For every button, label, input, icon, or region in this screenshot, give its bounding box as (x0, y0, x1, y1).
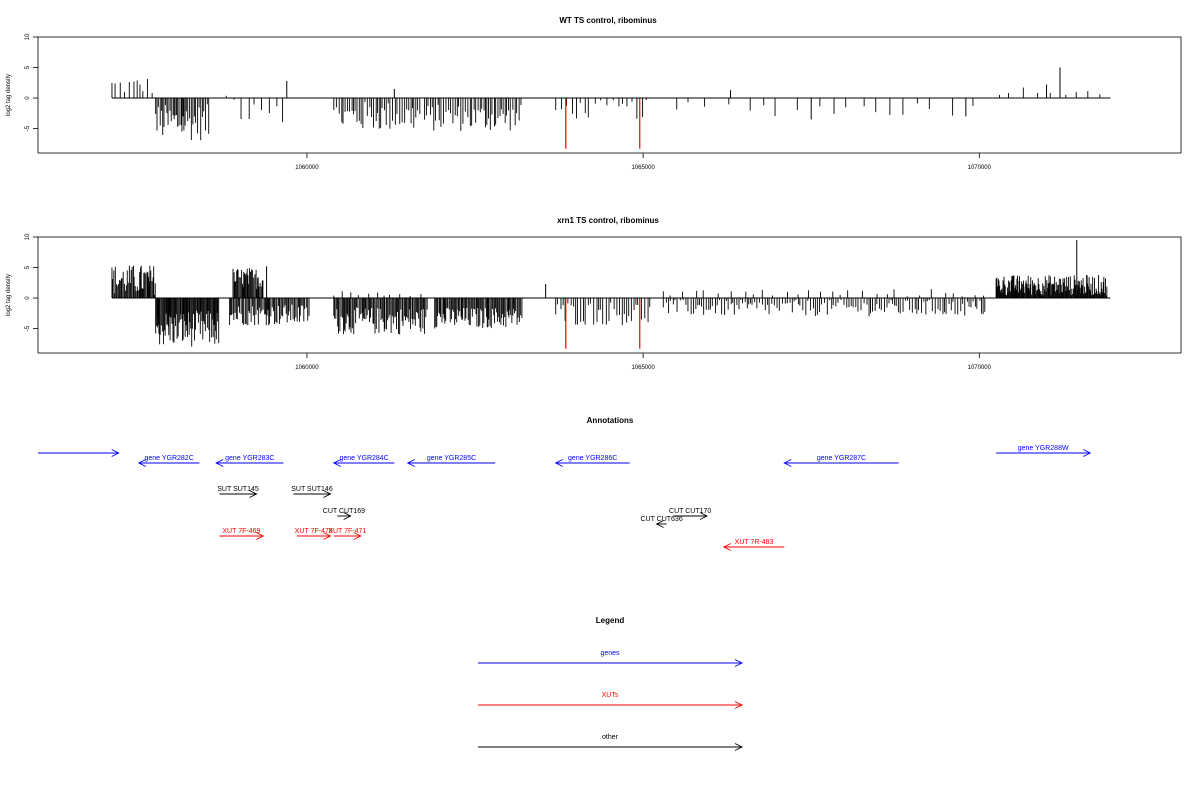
x-tick-label: 1060000 (295, 365, 319, 371)
y-tick-label: 0 (25, 96, 31, 100)
arrow-head (323, 490, 332, 498)
annotation-label: SUT SUT146 (291, 486, 333, 493)
arrow-head (722, 543, 732, 551)
annotation-feature: CUT CUT636 (640, 516, 683, 528)
y-tick-label: 5 (25, 65, 31, 69)
annotations-panel: Annotations gene YGR282C gene YGR283C gene… (38, 416, 1092, 551)
xrn1-y-axis: -5 0 5 10 (25, 233, 38, 331)
annotation-feature: gene YGR286C (554, 455, 630, 467)
legend-label: XUTs (602, 692, 619, 699)
arrow-head (256, 532, 265, 540)
annotation-label: gene YGR285C (427, 455, 476, 462)
arrow-head (215, 459, 224, 467)
y-tick-label: 0 (25, 296, 31, 300)
annotation-feature: SUT SUT145 (217, 486, 259, 498)
annotation-feature: XUT 7F-469 (219, 528, 265, 540)
annotation-feature (38, 449, 120, 457)
annotation-label: gene YGR284C (339, 455, 388, 462)
arrow-head (554, 459, 563, 467)
y-tick-label: 10 (25, 33, 31, 40)
annotation-label: SUT SUT145 (217, 486, 259, 493)
legend-entry-gene: genes (478, 650, 744, 667)
annotation-label: gene YGR288W (1018, 445, 1069, 452)
arrow-head (137, 459, 147, 467)
annotation-label: gene YGR283C (225, 455, 274, 462)
annotation-feature: CUT CUT169 (323, 508, 365, 520)
arrow-head (343, 512, 352, 520)
wt-x-axis: 1060000 1065000 1070000 (295, 153, 992, 171)
wt-plot-frame (37, 36, 1182, 154)
x-tick-label: 1065000 (631, 365, 655, 371)
arrow-head (111, 449, 120, 457)
xrn1-panel-title: xrn1 TS control, ribominus (557, 216, 659, 225)
y-tick-label: 10 (25, 233, 31, 240)
annotation-label: CUT CUT169 (323, 508, 365, 515)
annotation-feature: CUT CUT170 (669, 508, 711, 520)
annotation-label: XUT 7F-469 (222, 528, 260, 535)
annotation-feature: SUT SUT146 (291, 486, 333, 498)
annotation-feature: XUT 7R-483 (722, 539, 785, 551)
xrn1-y-axis-label: log2 tag density (6, 274, 12, 316)
annotation-feature: gene YGR285C (406, 455, 496, 467)
annotation-label: gene YGR282C (144, 455, 193, 462)
xrn1-plot-frame (37, 236, 1182, 354)
xrn1-panel: xrn1 TS control, ribominus log2 tag dens… (6, 216, 1182, 371)
arrow-head (734, 701, 744, 709)
x-tick-label: 1070000 (968, 165, 992, 171)
annotation-feature: XUT 7F-470 (295, 528, 333, 540)
annotation-label: XUT 7F-471 (328, 528, 366, 535)
annotation-label: CUT CUT636 (640, 516, 682, 523)
x-tick-label: 1070000 (968, 365, 992, 371)
arrow-head (734, 659, 744, 667)
legend-title: Legend (596, 616, 625, 625)
y-tick-label: 5 (25, 265, 31, 269)
wt-y-axis-label: log2 tag density (6, 74, 12, 116)
y-tick-label: -5 (25, 325, 31, 331)
arrow-head (655, 520, 664, 528)
arrow-head (406, 459, 415, 467)
x-tick-label: 1060000 (295, 165, 319, 171)
legend-label: genes (600, 650, 620, 657)
arrow-head (249, 490, 258, 498)
annotation-label: gene YGR287C (817, 455, 866, 462)
arrow-head (1083, 449, 1092, 457)
annotation-feature: gene YGR283C (215, 455, 284, 467)
y-tick-label: -5 (25, 125, 31, 131)
annotation-label: CUT CUT170 (669, 508, 711, 515)
xrn1-bars (111, 240, 1111, 349)
annotation-tracks: gene YGR282C gene YGR283C gene YGR284C gene… (38, 445, 1092, 551)
wt-bars (111, 67, 1111, 149)
x-tick-label: 1065000 (631, 165, 655, 171)
legend-entries: genes XUTs other (478, 650, 744, 751)
arrow-head (734, 743, 744, 751)
annotation-label: XUT 7R-483 (735, 539, 774, 546)
arrow-head (353, 532, 362, 540)
annotation-feature: gene YGR282C (137, 455, 200, 467)
arrow-head (699, 512, 708, 520)
annotation-feature: XUT 7F-471 (328, 528, 366, 540)
legend-label: other (602, 734, 619, 741)
annotation-feature: gene YGR288W (996, 445, 1092, 457)
annotation-feature: gene YGR287C (783, 455, 899, 467)
wt-y-axis: -5 0 5 10 (25, 33, 38, 131)
legend-entry-other: other (478, 734, 744, 751)
arrow-head (323, 532, 332, 540)
wt-panel-title: WT TS control, ribominus (559, 16, 657, 25)
xrn1-x-axis: 1060000 1065000 1070000 (295, 353, 992, 371)
arrow-head (783, 459, 792, 467)
wt-panel: WT TS control, ribominus log2 tag densit… (6, 16, 1182, 171)
annotations-title: Annotations (587, 416, 634, 425)
annotation-label: gene YGR286C (568, 455, 617, 462)
legend-entry-xut: XUTs (478, 692, 744, 709)
arrow-head (332, 459, 342, 467)
annotation-feature: gene YGR284C (332, 455, 395, 467)
legend: Legend genes XUTs other (478, 616, 744, 751)
annotation-label: XUT 7F-470 (295, 528, 333, 535)
